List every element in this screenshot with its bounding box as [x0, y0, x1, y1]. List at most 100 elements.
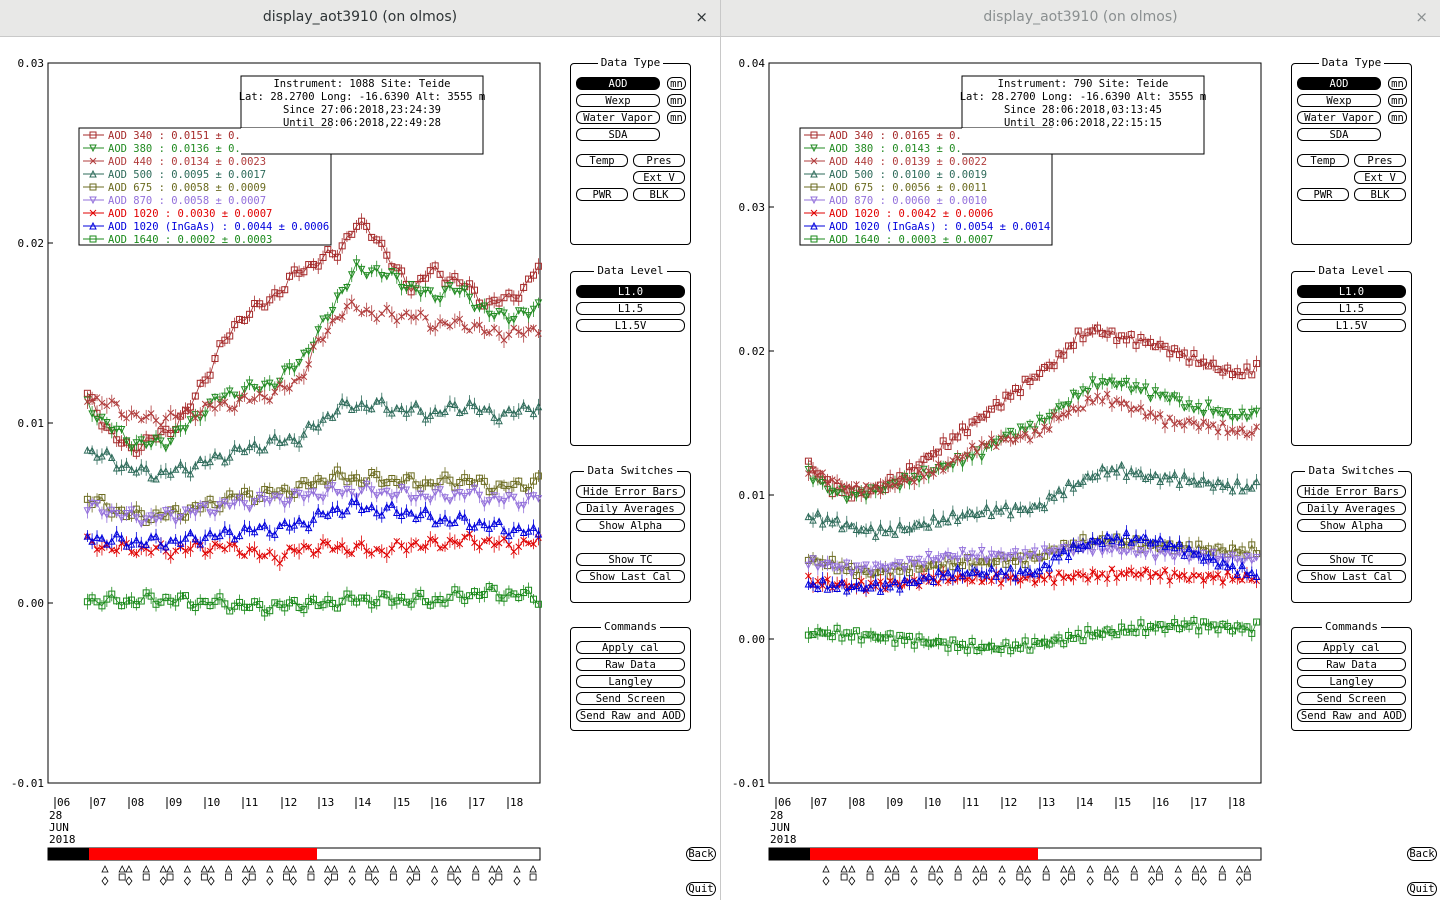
x-tick-label: 13 — [1042, 796, 1055, 809]
legend-label: AOD 870 : 0.0058 ± 0.0007 — [108, 195, 266, 207]
panel-title: Commands — [601, 620, 660, 633]
mn-button[interactable]: mn — [667, 111, 686, 124]
quit-button[interactable]: Quit — [686, 882, 716, 896]
quit-button[interactable]: Quit — [1407, 882, 1437, 896]
apply-cal-button[interactable]: Apply cal — [1297, 641, 1406, 654]
aod-chart-right: 0.04 0.03 0.02 0.01 0.00 -0.01 Instrument: 790… — [732, 57, 1262, 886]
legend-entry: AOD 675 : 0.0056 ± 0.0011 — [804, 182, 987, 194]
legend-label: AOD 1640 : 0.0003 ± 0.0007 — [829, 234, 993, 246]
show-last-cal-button[interactable]: Show Last Cal — [1297, 570, 1406, 583]
temp-button[interactable]: Temp — [1297, 154, 1349, 167]
x-tick-label: 08 — [852, 796, 865, 809]
info-line: Since 27:06:2018,23:24:39 — [283, 104, 441, 116]
wexp-button[interactable]: Wexp — [576, 94, 660, 107]
ext-v-button[interactable]: Ext V — [633, 171, 685, 184]
show-tc-button[interactable]: Show TC — [1297, 553, 1406, 566]
series-aod-500 — [83, 392, 543, 483]
sda-button[interactable]: SDA — [576, 128, 660, 141]
show-alpha-button[interactable]: Show Alpha — [576, 519, 685, 532]
level-l1-0-button[interactable]: L1.0 — [1297, 285, 1406, 298]
series-aod-500 — [804, 460, 1261, 542]
ext-v-button[interactable]: Ext V — [1354, 171, 1406, 184]
send-screen-button[interactable]: Send Screen — [576, 692, 685, 705]
legend-entry: AOD 1020 : 0.0030 ± 0.0007 — [83, 208, 272, 220]
info-line: Until 28:06:2018,22:49:28 — [283, 117, 441, 129]
x-tick-label: 11 — [245, 796, 258, 809]
legend-label: AOD 500 : 0.0095 ± 0.0017 — [108, 169, 266, 181]
langley-button[interactable]: Langley — [1297, 675, 1406, 688]
hide-error-bars-button[interactable]: Hide Error Bars — [576, 485, 685, 498]
wexp-button[interactable]: Wexp — [1297, 94, 1381, 107]
send-raw-and-aod-button[interactable]: Send Raw and AOD — [576, 709, 685, 722]
show-tc-button[interactable]: Show TC — [576, 553, 685, 566]
water-vapor-button[interactable]: Water Vapor — [1297, 111, 1381, 124]
mn-button[interactable]: mn — [1388, 94, 1407, 107]
legend-label: AOD 1020 : 0.0042 ± 0.0006 — [829, 208, 993, 220]
pwr-button[interactable]: PWR — [1297, 188, 1349, 201]
x-tick-label: 12 — [1004, 796, 1017, 809]
aod-button[interactable]: AOD — [576, 77, 660, 90]
close-icon[interactable]: × — [695, 8, 708, 26]
send-screen-button[interactable]: Send Screen — [1297, 692, 1406, 705]
mn-button[interactable]: mn — [1388, 111, 1407, 124]
langley-button[interactable]: Langley — [576, 675, 685, 688]
x-tick-label: 17 — [1194, 796, 1207, 809]
send-raw-and-aod-button[interactable]: Send Raw and AOD — [1297, 709, 1406, 722]
y-tick-label: 0.04 — [739, 57, 766, 70]
show-alpha-button[interactable]: Show Alpha — [1297, 519, 1406, 532]
mn-button[interactable]: mn — [667, 94, 686, 107]
show-last-cal-button[interactable]: Show Last Cal — [576, 570, 685, 583]
x-tick-label: 10 — [207, 796, 220, 809]
x-tick-label: 18 — [1232, 796, 1245, 809]
back-button[interactable]: Back — [1407, 847, 1437, 861]
daily-averages-button[interactable]: Daily Averages — [1297, 502, 1406, 515]
right-window: display_aot3910 (on olmos) × 0.04 0.03 0.0… — [720, 0, 1440, 900]
mn-button[interactable]: mn — [1388, 77, 1407, 90]
pwr-button[interactable]: PWR — [576, 188, 628, 201]
x-date-label: JUN — [49, 821, 69, 834]
x-tick-label: 11 — [966, 796, 979, 809]
series-aod-440 — [805, 387, 1260, 503]
x-tick-label: 09 — [169, 796, 182, 809]
pres-button[interactable]: Pres — [1354, 154, 1406, 167]
y-tick-label: 0.03 — [739, 201, 766, 214]
level-l1-5v-button[interactable]: L1.5V — [1297, 319, 1406, 332]
left-window: display_aot3910 (on olmos) × 0.03 0.02 0.0… — [0, 0, 720, 896]
series-aod-1020-ingaas- — [804, 525, 1261, 597]
back-button[interactable]: Back — [686, 847, 716, 861]
legend-label: AOD 1020 (InGaAs) : 0.0054 ± 0.0014 — [829, 221, 1050, 233]
timeline-bar[interactable] — [768, 847, 1262, 861]
blk-button[interactable]: BLK — [1354, 188, 1406, 201]
y-tick-label: 0.02 — [18, 237, 45, 250]
panel-title: Data Type — [597, 56, 664, 69]
water-vapor-button[interactable]: Water Vapor — [576, 111, 660, 124]
timeline-bar[interactable] — [47, 847, 541, 861]
temp-button[interactable]: Temp — [576, 154, 628, 167]
blk-button[interactable]: BLK — [633, 188, 685, 201]
mn-button[interactable]: mn — [667, 77, 686, 90]
measurement-marks — [822, 865, 1251, 886]
x-tick-label: 16 — [1156, 796, 1169, 809]
daily-averages-button[interactable]: Daily Averages — [576, 502, 685, 515]
level-l1-0-button[interactable]: L1.0 — [576, 285, 685, 298]
hide-error-bars-button[interactable]: Hide Error Bars — [1297, 485, 1406, 498]
series-aod-440 — [84, 294, 542, 429]
sda-button[interactable]: SDA — [1297, 128, 1381, 141]
legend-entry: AOD 1640 : 0.0003 ± 0.0007 — [804, 234, 993, 246]
raw-data-button[interactable]: Raw Data — [1297, 658, 1406, 671]
level-l1-5-button[interactable]: L1.5 — [576, 302, 685, 315]
close-icon[interactable]: × — [1415, 8, 1428, 26]
y-tick-label: 0.02 — [739, 345, 766, 358]
aod-button[interactable]: AOD — [1297, 77, 1381, 90]
x-date-label: 2018 — [49, 833, 76, 846]
raw-data-button[interactable]: Raw Data — [576, 658, 685, 671]
legend-entry: AOD 1020 : 0.0042 ± 0.0006 — [804, 208, 993, 220]
legend-entry: AOD 1020 (InGaAs) : 0.0054 ± 0.0014 — [804, 221, 1050, 233]
level-l1-5-button[interactable]: L1.5 — [1297, 302, 1406, 315]
panel-title: Commands — [1322, 620, 1381, 633]
level-l1-5v-button[interactable]: L1.5V — [576, 319, 685, 332]
legend-entry: AOD 340 : 0.0151 ± 0. — [83, 130, 241, 142]
apply-cal-button[interactable]: Apply cal — [576, 641, 685, 654]
pres-button[interactable]: Pres — [633, 154, 685, 167]
y-tick-label: 0.00 — [18, 597, 45, 610]
